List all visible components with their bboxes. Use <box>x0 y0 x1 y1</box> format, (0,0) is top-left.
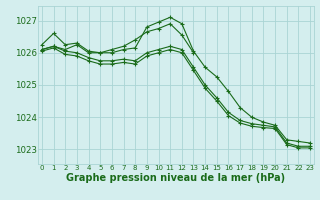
X-axis label: Graphe pression niveau de la mer (hPa): Graphe pression niveau de la mer (hPa) <box>67 173 285 183</box>
